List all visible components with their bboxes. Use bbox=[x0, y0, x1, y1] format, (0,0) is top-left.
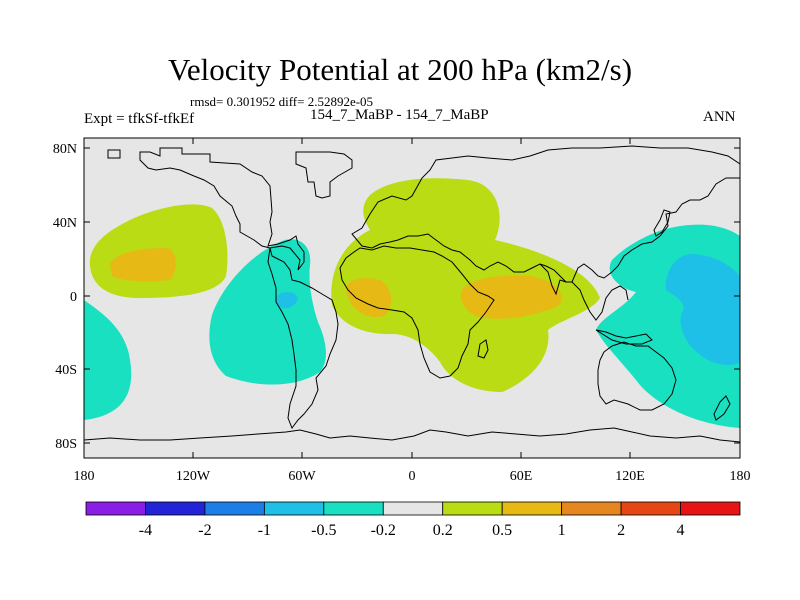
lat-label-40s: 40S bbox=[55, 363, 77, 378]
lat-label-40n: 40N bbox=[53, 216, 77, 231]
case-label: 154_7_MaBP - 154_7_MaBP bbox=[310, 107, 489, 123]
lat-ticks bbox=[84, 147, 740, 444]
colorbar-label: -2 bbox=[198, 522, 211, 539]
contour-atlantic-negative bbox=[84, 300, 132, 420]
colorbar-swatch bbox=[442, 501, 503, 516]
colorbar-label: -1 bbox=[258, 522, 271, 539]
colorbar-swatch bbox=[620, 501, 681, 516]
colorbar-label: 0.5 bbox=[492, 522, 512, 539]
lat-label-80s: 80S bbox=[55, 437, 77, 452]
page-title: Velocity Potential at 200 hPa (km2/s) bbox=[167, 52, 633, 87]
colorbar-label: 4 bbox=[677, 522, 685, 539]
lat-label-80n: 80N bbox=[53, 142, 77, 157]
lon-label-180w: 180 bbox=[74, 469, 95, 484]
contour-westpacific-negative-core bbox=[665, 254, 740, 365]
colorbar-swatch bbox=[561, 501, 622, 516]
colorbar-swatch bbox=[680, 501, 741, 516]
colorbar-swatch bbox=[85, 501, 146, 516]
colorbar: -4 -2 -1 -0.5 -0.2 0.2 0.5 1 2 4 bbox=[85, 501, 741, 539]
contour-africa-positive-core-west bbox=[346, 278, 392, 317]
contour-americas-negative bbox=[209, 239, 326, 385]
experiment-label: Expt = tfkSf-tfkEf bbox=[84, 111, 195, 127]
colorbar-label: -0.2 bbox=[371, 522, 396, 539]
colorbar-label: -0.5 bbox=[311, 522, 336, 539]
lon-label-120e: 120E bbox=[615, 469, 645, 484]
contour-africa-positive-core-east bbox=[460, 275, 562, 319]
colorbar-label: 1 bbox=[558, 522, 566, 539]
colorbar-label: 0.2 bbox=[433, 522, 453, 539]
lon-label-0: 0 bbox=[409, 469, 416, 484]
lat-label-0: 0 bbox=[70, 290, 77, 305]
lon-label-60w: 60W bbox=[288, 469, 316, 484]
lon-label-60e: 60E bbox=[510, 469, 533, 484]
season-label: ANN bbox=[703, 109, 736, 125]
colorbar-swatch bbox=[145, 501, 206, 516]
lon-ticks bbox=[83, 138, 741, 458]
coastlines bbox=[84, 145, 740, 443]
colorbar-swatch bbox=[501, 501, 563, 516]
colorbar-swatch bbox=[263, 501, 325, 516]
colorbar-swatch bbox=[382, 501, 444, 516]
contour-americas-negative-core bbox=[276, 292, 298, 309]
lon-label-180e: 180 bbox=[730, 469, 751, 484]
colorbar-label: -4 bbox=[139, 522, 152, 539]
colorbar-label: 2 bbox=[617, 522, 625, 539]
contour-pacific-positive-core bbox=[110, 248, 176, 282]
lon-label-120w: 120W bbox=[176, 469, 211, 484]
stats-label: rmsd= 0.301952 diff= 2.52892e-05 bbox=[190, 94, 374, 109]
contour-africa-positive bbox=[331, 178, 600, 392]
colorbar-swatch bbox=[323, 501, 384, 516]
colorbar-swatch bbox=[204, 501, 265, 516]
